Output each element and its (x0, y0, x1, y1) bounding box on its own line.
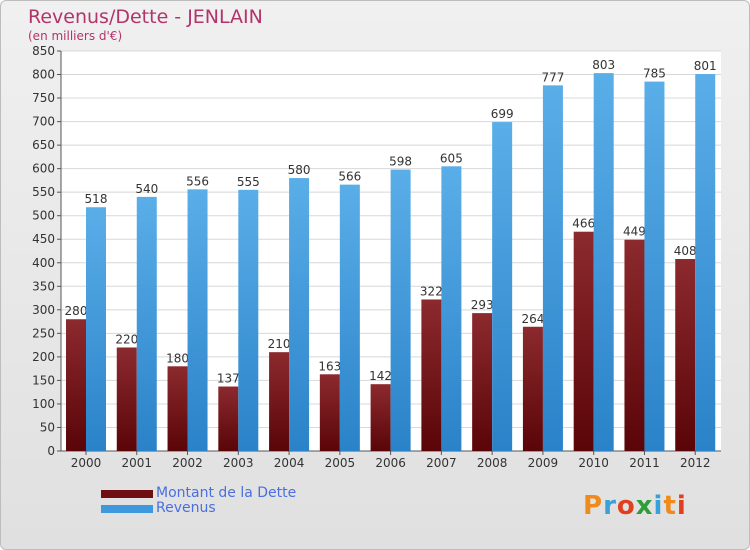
chart-title: Revenus/Dette - JENLAIN (28, 6, 263, 28)
x-tick-label: 2011 (629, 456, 660, 470)
y-tick-label: 100 (32, 397, 55, 411)
data-label-revenus: 555 (237, 175, 260, 189)
x-tick-label: 2005 (325, 456, 356, 470)
bar-dette (269, 352, 290, 451)
x-tick-label: 2002 (172, 456, 203, 470)
bar-dette (218, 386, 239, 451)
data-label-revenus: 518 (85, 192, 108, 206)
x-tick-label: 2010 (578, 456, 609, 470)
bar-dette (167, 366, 188, 451)
y-tick-label: 650 (32, 138, 55, 152)
bar-dette (522, 326, 543, 451)
y-tick-label: 550 (32, 185, 55, 199)
y-tick-label: 750 (32, 91, 55, 105)
legend-label-dette: Montant de la Dette (156, 485, 297, 501)
bar-dette (319, 374, 340, 451)
x-tick-label: 2000 (71, 456, 102, 470)
data-label-dette: 142 (369, 369, 392, 383)
data-label-dette: 408 (674, 244, 697, 258)
y-tick-label: 850 (32, 44, 55, 58)
bar-revenus (644, 81, 665, 452)
data-label-dette: 163 (318, 359, 341, 373)
bar-revenus (238, 189, 259, 451)
y-tick-label: 200 (32, 350, 55, 364)
x-tick-label: 2009 (528, 456, 559, 470)
bar-revenus (136, 196, 157, 451)
y-tick-label: 450 (32, 232, 55, 246)
bar-dette (573, 231, 594, 451)
bar-revenus (542, 85, 563, 452)
y-tick-label: 800 (32, 68, 55, 82)
y-tick-label: 700 (32, 115, 55, 129)
data-label-dette: 280 (65, 304, 88, 318)
bar-dette (66, 319, 86, 451)
data-label-dette: 137 (217, 372, 240, 386)
logo-letter: x (635, 491, 654, 521)
logo-letter: r (603, 491, 617, 521)
bar-dette (116, 347, 137, 451)
y-tick-label: 500 (32, 209, 55, 223)
logo-letter: t (663, 491, 677, 521)
data-label-dette: 466 (572, 217, 595, 231)
logo-letter: o (616, 491, 636, 521)
proxiti-logo: Proxiti (583, 491, 687, 521)
data-label-dette: 210 (268, 337, 291, 351)
data-label-revenus: 777 (541, 70, 564, 84)
bar-dette (370, 384, 391, 451)
data-label-dette: 220 (115, 332, 138, 346)
x-tick-label: 2012 (680, 456, 711, 470)
legend-swatch-revenus (101, 505, 153, 513)
bar-revenus (390, 169, 411, 451)
bar-revenus (339, 184, 360, 451)
y-tick-label: 300 (32, 303, 55, 317)
x-tick-label: 2001 (121, 456, 152, 470)
data-label-dette: 264 (521, 312, 544, 326)
data-label-dette: 322 (420, 284, 443, 298)
bar-revenus (593, 73, 614, 451)
data-label-revenus: 803 (592, 58, 615, 72)
data-label-revenus: 566 (338, 170, 361, 184)
data-label-dette: 449 (623, 225, 646, 239)
x-tick-label: 2007 (426, 456, 457, 470)
data-label-dette: 293 (471, 298, 494, 312)
y-tick-label: 250 (32, 326, 55, 340)
logo-letter: i (676, 491, 687, 521)
data-label-revenus: 699 (491, 107, 514, 121)
bar-revenus (289, 178, 310, 451)
chart-subtitle: (en milliers d'€) (28, 29, 123, 43)
legend-label-revenus: Revenus (156, 500, 216, 516)
data-label-revenus: 540 (135, 182, 158, 196)
data-label-revenus: 801 (694, 59, 717, 73)
x-tick-label: 2006 (375, 456, 406, 470)
bar-dette (421, 299, 442, 451)
bar-dette (472, 313, 493, 451)
data-label-dette: 180 (166, 351, 189, 365)
data-label-revenus: 556 (186, 174, 209, 188)
data-label-revenus: 785 (643, 67, 666, 81)
y-tick-label: 150 (32, 373, 55, 387)
bar-dette (624, 239, 645, 451)
x-tick-label: 2008 (477, 456, 508, 470)
y-tick-label: 50 (40, 420, 55, 434)
logo-letter: i (653, 491, 664, 521)
data-label-revenus: 598 (389, 155, 412, 169)
data-label-revenus: 580 (288, 163, 311, 177)
x-tick-label: 2003 (223, 456, 254, 470)
x-tick-label: 2004 (274, 456, 305, 470)
logo-letter: P (583, 491, 604, 521)
y-tick-label: 400 (32, 256, 55, 270)
bar-revenus (441, 166, 462, 451)
bar-revenus (86, 207, 106, 451)
bar-revenus (695, 74, 716, 451)
bar-revenus (187, 189, 208, 451)
y-tick-label: 600 (32, 162, 55, 176)
data-label-revenus: 605 (440, 151, 463, 165)
y-tick-label: 350 (32, 279, 55, 293)
legend-swatch-dette (101, 490, 153, 498)
y-tick-label: 0 (47, 444, 55, 458)
bar-dette (675, 259, 696, 451)
bar-revenus (492, 122, 513, 451)
